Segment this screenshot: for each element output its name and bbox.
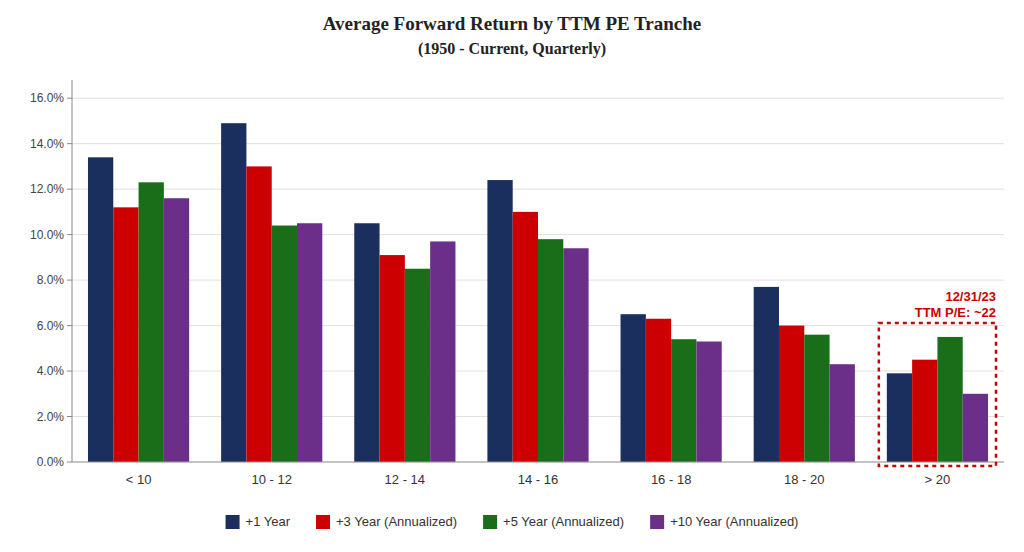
legend-label: +3 Year (Annualized) bbox=[336, 514, 457, 529]
legend-swatch bbox=[226, 515, 240, 529]
bar bbox=[513, 212, 538, 462]
annotation: 12/31/23TTM P/E: ~22 bbox=[879, 289, 996, 466]
tick-label: 18 - 20 bbox=[784, 472, 824, 487]
tick-label: 0.0% bbox=[37, 455, 65, 469]
bar bbox=[487, 180, 512, 462]
tick-label: 10 - 12 bbox=[251, 472, 291, 487]
bar bbox=[380, 255, 405, 462]
legend-item: +1 Year bbox=[226, 514, 291, 529]
subtitle: (1950 - Current, Quarterly) bbox=[418, 40, 606, 58]
bar bbox=[405, 269, 430, 462]
tick-label: 6.0% bbox=[37, 319, 65, 333]
tick-mark bbox=[67, 280, 72, 281]
tick-label: 8.0% bbox=[37, 273, 65, 287]
tick-label: 16 - 18 bbox=[651, 472, 691, 487]
tick-label: < 10 bbox=[126, 472, 152, 487]
bar bbox=[139, 182, 164, 462]
grid-line bbox=[72, 98, 1004, 99]
grid-line bbox=[72, 189, 1004, 190]
annotation-text: 12/31/23TTM P/E: ~22 bbox=[915, 289, 996, 320]
bar bbox=[671, 339, 696, 462]
bar bbox=[912, 360, 937, 462]
tick-mark bbox=[67, 189, 72, 190]
background bbox=[0, 0, 1024, 552]
legend-label: +1 Year bbox=[246, 514, 291, 529]
legend-item: +5 Year (Annualized) bbox=[483, 514, 624, 529]
bar bbox=[937, 337, 962, 462]
bar bbox=[538, 239, 563, 462]
legend: +1 Year +3 Year (Annualized) +5 Year (Annu… bbox=[226, 514, 799, 529]
bar bbox=[696, 341, 721, 462]
tick-mark bbox=[67, 462, 72, 463]
annotation-box bbox=[879, 323, 996, 466]
legend-swatch bbox=[483, 515, 497, 529]
bar bbox=[246, 166, 271, 462]
bars bbox=[88, 123, 988, 462]
bar bbox=[963, 394, 988, 462]
legend-item: +3 Year (Annualized) bbox=[316, 514, 457, 529]
legend-item: +10 Year (Annualized) bbox=[650, 514, 798, 529]
bar bbox=[113, 207, 138, 462]
legend-label: +10 Year (Annualized) bbox=[670, 514, 798, 529]
bar bbox=[221, 123, 246, 462]
legend-swatch bbox=[650, 515, 664, 529]
bar bbox=[272, 226, 297, 462]
bar bbox=[779, 326, 804, 462]
bar bbox=[830, 364, 855, 462]
y-axis: 0.0% 2.0% 4.0% 6.0% 8.0% 10.0% 12.0% 14.0% 16.0% bbox=[30, 80, 1004, 469]
bar bbox=[754, 287, 779, 462]
bar bbox=[164, 198, 189, 462]
tick-label: > 20 bbox=[925, 472, 951, 487]
bar bbox=[430, 241, 455, 462]
axis-line bbox=[72, 80, 73, 462]
bar bbox=[804, 335, 829, 462]
tick-mark bbox=[67, 234, 72, 235]
tick-mark bbox=[67, 325, 72, 326]
annotation-line: TTM P/E: ~22 bbox=[915, 305, 996, 320]
tick-label: 12.0% bbox=[30, 182, 64, 196]
tick-label: 16.0% bbox=[30, 91, 64, 105]
x-axis-line bbox=[72, 462, 1004, 463]
tick-label: 10.0% bbox=[30, 228, 64, 242]
bar bbox=[563, 248, 588, 462]
tick-label: 2.0% bbox=[37, 410, 65, 424]
grid-line bbox=[72, 143, 1004, 144]
legend-swatch bbox=[316, 515, 330, 529]
bar bbox=[354, 223, 379, 462]
legend-label: +5 Year (Annualized) bbox=[503, 514, 624, 529]
x-axis: < 10 10 - 12 12 - 14 14 - 16 16 - 18 18 - 20 >… bbox=[126, 472, 951, 487]
tick-label: 14 - 16 bbox=[518, 472, 558, 487]
annotation-line: 12/31/23 bbox=[945, 289, 996, 304]
tick-mark bbox=[67, 143, 72, 144]
tick-mark bbox=[67, 371, 72, 372]
bar bbox=[646, 319, 671, 462]
bar bbox=[621, 314, 646, 462]
bar bbox=[887, 373, 912, 462]
tick-label: 12 - 14 bbox=[385, 472, 425, 487]
title: Average Forward Return by TTM PE Tranche bbox=[323, 13, 702, 34]
tick-mark bbox=[67, 416, 72, 417]
chart: Average Forward Return by TTM PE Tranche… bbox=[0, 0, 1024, 552]
tick-label: 4.0% bbox=[37, 364, 65, 378]
bar bbox=[88, 157, 113, 462]
tick-label: 14.0% bbox=[30, 137, 64, 151]
tick-mark bbox=[67, 98, 72, 99]
grid-line bbox=[72, 462, 1004, 463]
bar bbox=[297, 223, 322, 462]
